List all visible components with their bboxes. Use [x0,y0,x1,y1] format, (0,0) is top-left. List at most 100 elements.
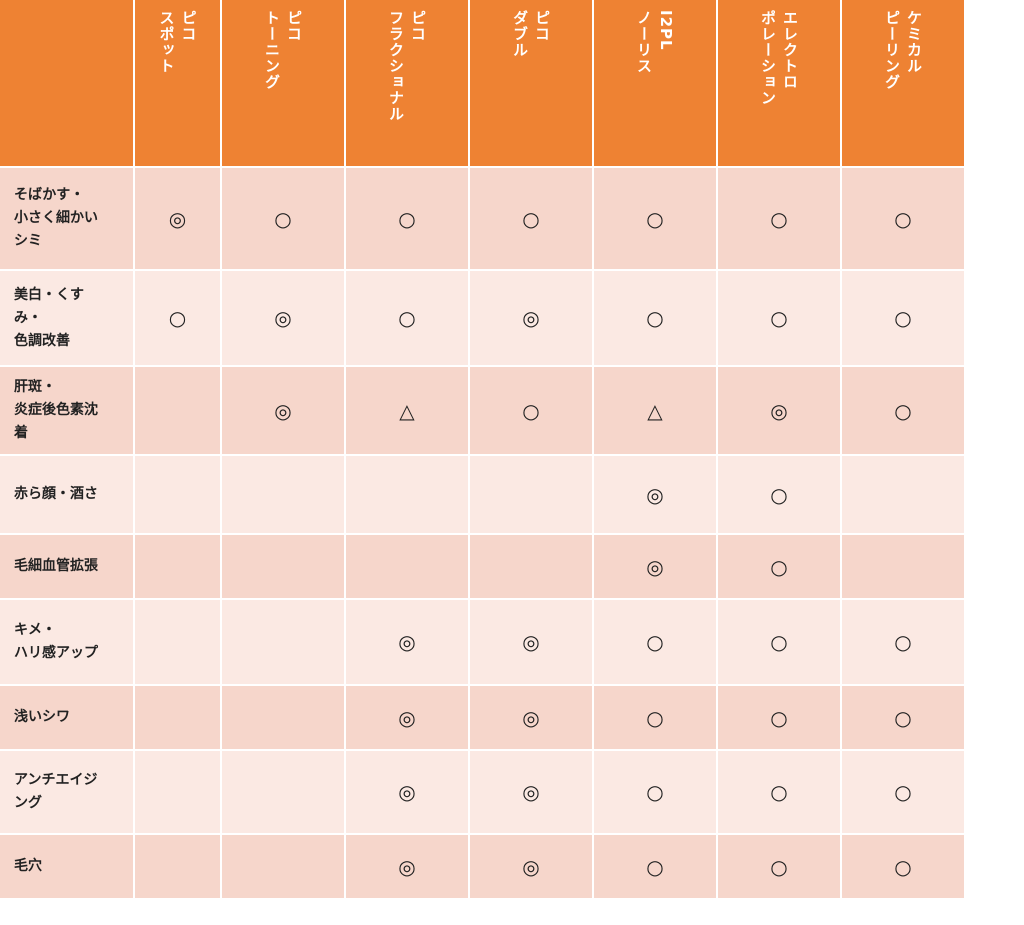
table-cell: △ [346,367,468,454]
table-cell: ◎ [346,751,468,833]
table-cell: ○ [594,271,716,365]
table-cell: ◎ [470,600,592,684]
table-cell [346,535,468,598]
row-label: そばかす・ 小さく細かい シミ [0,168,133,269]
table-cell: ◎ [718,367,840,454]
rating-mark: ○ [894,630,912,654]
table-cell [470,535,592,598]
rating-mark: ○ [522,206,540,231]
table-cell: ○ [222,168,344,269]
column-header-label: ピコ フラクショナル [387,10,427,122]
column-header: ピコ スポット [135,0,220,166]
table-cell: ○ [346,271,468,365]
column-header: ピコ フラクショナル [346,0,468,166]
rating-mark: ◎ [398,854,416,879]
rating-mark: ◎ [522,705,540,730]
rating-mark: ○ [274,206,292,231]
table-cell: ◎ [470,271,592,365]
table-cell: ○ [842,835,964,898]
table-cell: ◎ [222,271,344,365]
table-cell [135,456,220,533]
table-cell: ○ [718,751,840,833]
table-cell [135,367,220,454]
rating-mark: ○ [894,398,912,423]
table-cell: ○ [718,600,840,684]
comparison-table: ピコ スポット ピコ トーニング ピコ フラクショナル ピコ ダブル I2PL ノーリス… [0,0,964,898]
table-cell [346,456,468,533]
rating-mark: ○ [770,482,788,507]
row-label: 赤ら顔・酒さ [0,456,133,533]
rating-mark: ○ [168,306,187,330]
rating-mark: ◎ [398,705,416,730]
header-corner-cell [0,0,133,166]
rating-mark: ○ [646,630,664,654]
rating-mark: ○ [770,705,788,730]
table-cell: ○ [718,686,840,749]
column-header-label: I2PL ノーリス [635,10,675,74]
table-cell [135,686,220,749]
rating-mark: ○ [646,705,664,730]
rating-mark: ◎ [770,398,788,423]
rating-mark: ○ [770,630,788,654]
rating-mark: ○ [646,306,664,330]
rating-mark: ◎ [274,398,292,423]
rating-mark: ○ [646,206,664,231]
rating-mark: ◎ [522,630,540,654]
rating-mark: ○ [398,206,416,231]
rating-mark: ○ [894,780,912,804]
table-cell: ○ [842,168,964,269]
table-cell: ◎ [346,600,468,684]
table-cell [222,751,344,833]
row-label: 美白・くす み・ 色調改善 [0,271,133,365]
rating-mark: ○ [894,854,912,879]
table-cell: ○ [470,367,592,454]
rating-mark: ○ [522,398,540,423]
column-header: ピコ トーニング [222,0,344,166]
column-header-label: ピコ ダブル [511,10,551,58]
row-label: 浅いシワ [0,686,133,749]
table-cell: ◎ [346,686,468,749]
table-cell: ○ [594,168,716,269]
rating-mark: ◎ [646,482,664,507]
table-cell [135,600,220,684]
table-cell [842,456,964,533]
table-cell: ◎ [135,168,220,269]
table-cell: ○ [842,600,964,684]
rating-mark: ○ [770,780,788,804]
rating-mark: ○ [770,554,788,579]
table-cell [135,751,220,833]
rating-mark: ○ [770,206,788,231]
table-cell: △ [594,367,716,454]
rating-mark: ○ [770,306,788,330]
rating-mark: ○ [646,854,664,879]
table-cell: ◎ [594,535,716,598]
table-cell [222,535,344,598]
table-cell: ○ [718,456,840,533]
rating-mark: ◎ [522,854,540,879]
table-cell [222,600,344,684]
row-label: 毛細血管拡張 [0,535,133,598]
table-cell [222,456,344,533]
row-label: 毛穴 [0,835,133,898]
column-header: ケミカル ピーリング [842,0,964,166]
table-cell [842,535,964,598]
table-cell: ◎ [470,686,592,749]
table-cell: ◎ [470,835,592,898]
column-header: エレクトロ ポレーション [718,0,840,166]
table-cell [135,535,220,598]
row-label: キメ・ ハリ感アップ [0,600,133,684]
table-cell: ○ [718,271,840,365]
table-cell [135,835,220,898]
rating-mark: ○ [894,206,912,231]
table-cell: ○ [594,686,716,749]
table-cell [222,835,344,898]
row-label: アンチエイジ ング [0,751,133,833]
table-cell: ○ [842,686,964,749]
table-cell: ◎ [222,367,344,454]
column-header-label: ピコ トーニング [263,10,303,90]
rating-mark: ○ [398,306,416,330]
table-cell: ○ [842,751,964,833]
table-cell: ○ [594,600,716,684]
table-cell: ○ [135,271,220,365]
rating-mark: ○ [770,854,788,879]
